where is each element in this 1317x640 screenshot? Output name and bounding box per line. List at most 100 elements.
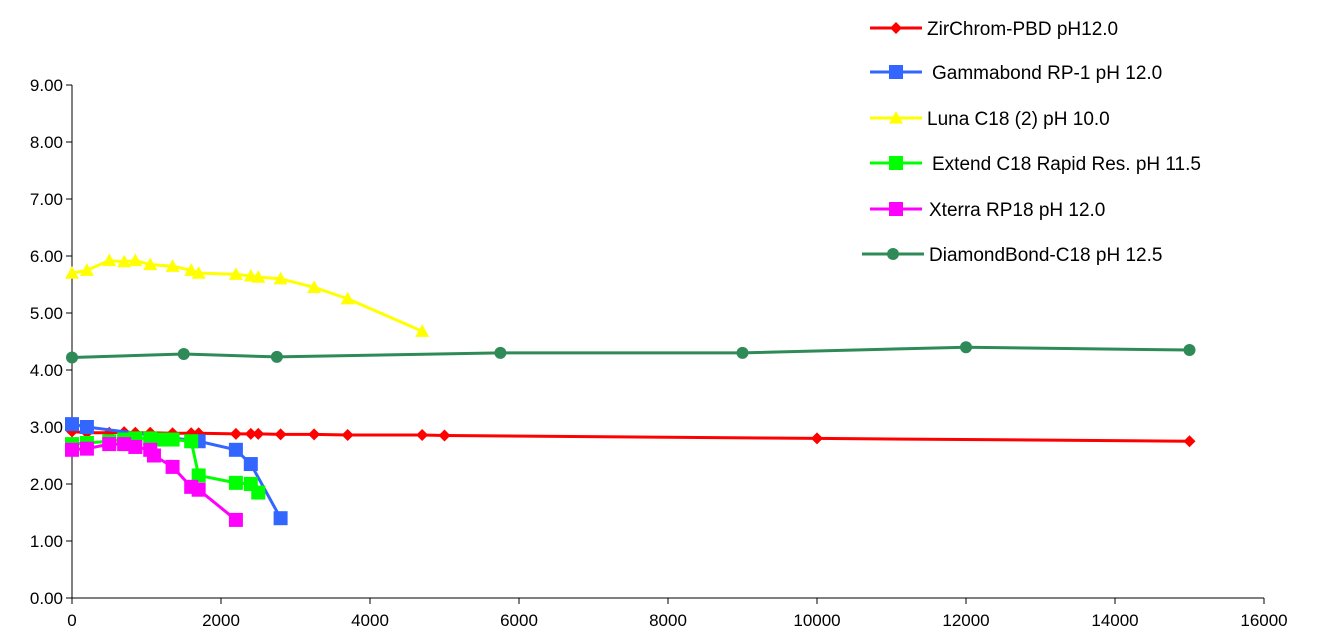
y-tick-label: 8.00 (30, 133, 63, 152)
y-tick-label: 1.00 (30, 532, 63, 551)
data-point (191, 468, 206, 483)
data-point (154, 432, 169, 447)
data-point (165, 459, 180, 474)
data-point (102, 437, 117, 452)
data-point (165, 432, 180, 447)
data-point (143, 431, 158, 446)
data-point (165, 259, 180, 272)
data-point (228, 512, 243, 527)
data-point (102, 253, 117, 267)
legend-swatch-marker (887, 248, 899, 260)
data-point (308, 428, 321, 441)
data-point (307, 280, 322, 293)
data-point (274, 428, 287, 441)
data-point (251, 270, 266, 283)
data-point (65, 266, 79, 279)
legend-label: Luna C18 (2) pH 10.0 (927, 109, 1110, 130)
y-tick-label: 2.00 (30, 475, 63, 494)
y-tick-label: 4.00 (30, 361, 63, 380)
legend-item: Xterra RP18 pH 12.0 (870, 200, 1105, 221)
x-tick-label: 6000 (500, 611, 538, 630)
data-point (494, 346, 507, 359)
data-point (228, 475, 243, 490)
y-tick-label: 5.00 (30, 304, 63, 323)
y-tick-label: 9.00 (30, 76, 63, 95)
legend-label: Gammabond RP-1 pH 12.0 (932, 63, 1162, 84)
series-1 (65, 417, 288, 526)
data-point (128, 253, 143, 267)
data-point (273, 511, 288, 526)
data-point (1183, 435, 1196, 448)
data-point (229, 427, 242, 440)
data-point (416, 428, 429, 441)
series-2 (65, 253, 430, 337)
legend-item: DiamondBond-C18 pH 12.5 (862, 245, 1162, 266)
legend-swatch-marker (890, 22, 902, 34)
data-point (128, 439, 143, 454)
series-4 (65, 437, 243, 527)
data-point (79, 263, 94, 276)
x-tick-label: 0 (67, 611, 76, 630)
data-point (184, 434, 199, 449)
legend-item: Luna C18 (2) pH 10.0 (870, 109, 1110, 130)
legend-swatch-marker (889, 65, 903, 79)
data-point (65, 417, 79, 432)
x-tick-label: 4000 (351, 611, 389, 630)
x-tick-label: 14000 (1091, 611, 1138, 630)
legend-item: ZirChrom-PBD pH12.0 (870, 19, 1118, 40)
data-point (243, 457, 258, 472)
series-line (71, 259, 423, 333)
x-tick-label: 2000 (202, 611, 240, 630)
data-point (415, 324, 430, 337)
data-point (438, 429, 451, 442)
y-tick-label: 7.00 (30, 190, 63, 209)
series-lines (65, 253, 1196, 527)
data-point (252, 427, 265, 440)
legend-swatch-marker (889, 156, 903, 170)
data-point (270, 350, 283, 363)
legend-item: Gammabond RP-1 pH 12.0 (870, 63, 1162, 84)
series-5 (66, 341, 1196, 364)
chart-axes: 0 2000 4000 6000 8000 10000 12000 14000 16000 0.0… (30, 76, 1288, 630)
x-tick-label: 16000 (1240, 611, 1287, 630)
data-point (143, 257, 158, 271)
data-point (184, 263, 199, 276)
data-point (79, 441, 94, 456)
data-point (340, 291, 355, 305)
legend-label: Xterra RP18 pH 12.0 (929, 200, 1105, 221)
series-line (71, 345, 1190, 359)
legend-label: DiamondBond-C18 pH 12.5 (929, 245, 1162, 266)
data-point (811, 432, 823, 445)
y-tick-label: 0.00 (30, 589, 63, 608)
data-point (273, 271, 288, 285)
y-tick-label: 6.00 (30, 247, 63, 266)
data-point (251, 485, 266, 500)
data-point (228, 267, 243, 280)
series-3 (65, 431, 266, 500)
x-tick-label: 8000 (649, 611, 687, 630)
data-point (79, 420, 94, 434)
data-point (191, 482, 206, 497)
y-tick-label: 3.00 (30, 418, 63, 437)
data-point (244, 427, 257, 440)
data-point (1183, 344, 1196, 357)
data-point (191, 266, 206, 279)
data-point (736, 346, 749, 359)
legend-swatch-marker (889, 111, 903, 124)
legend-label: ZirChrom-PBD pH12.0 (927, 19, 1118, 40)
data-point (177, 348, 190, 361)
legend-swatch-marker (889, 202, 903, 216)
data-point (66, 351, 78, 364)
legend-item: Extend C18 Rapid Res. pH 11.5 (870, 154, 1201, 175)
data-point (228, 442, 243, 457)
data-point (65, 442, 79, 457)
x-tick-label: 10000 (793, 611, 840, 630)
legend-label: Extend C18 Rapid Res. pH 11.5 (932, 154, 1201, 175)
data-point (117, 437, 132, 452)
data-point (146, 448, 161, 463)
chart-legend: ZirChrom-PBD pH12.0 Gammabond RP-1 pH 12.… (862, 19, 1201, 266)
data-point (960, 341, 972, 354)
data-point (341, 428, 354, 441)
x-tick-label: 12000 (942, 611, 989, 630)
